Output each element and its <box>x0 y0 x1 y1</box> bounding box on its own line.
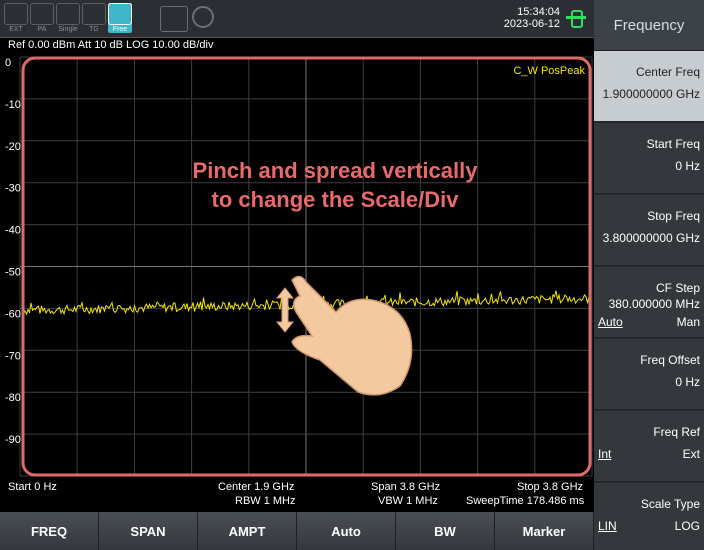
menu-item[interactable]: Center Freq 1.900000000 GHz <box>594 51 704 123</box>
menu-label: Scale Type <box>640 497 700 511</box>
y-axis-label: -20 <box>5 141 21 153</box>
center-freq: Center 1.9 GHz <box>218 481 295 493</box>
clock: 15:34:04 2023-06-12 <box>504 6 560 30</box>
search-icon[interactable] <box>192 6 214 28</box>
icon-label: PA <box>37 26 47 33</box>
side-menu: Frequency Center Freq 1.900000000 GHz Star… <box>594 0 704 550</box>
toolbar-icon[interactable]: TG <box>82 3 106 33</box>
hint-text: Pinch and spread vertically <box>193 158 479 183</box>
menu-option[interactable]: Auto <box>598 315 623 329</box>
y-axis-label: 0 <box>5 57 11 69</box>
menu-value: 1.900000000 GHz <box>602 87 700 101</box>
trace-icon[interactable] <box>160 6 188 32</box>
date: 2023-06-12 <box>503 18 560 30</box>
icon-label: Free <box>112 26 128 33</box>
power-plug <box>571 10 583 28</box>
menu-value: 0 Hz <box>675 375 700 389</box>
y-axis-label: -70 <box>5 350 21 362</box>
icon-label: TG <box>89 26 99 33</box>
menu-option[interactable]: Ext <box>682 447 700 461</box>
icon-glyph <box>4 3 28 25</box>
menu-label: CF Step <box>655 281 700 295</box>
menu-option[interactable]: Man <box>676 315 700 329</box>
menu-item[interactable]: Freq Ref Int Ext <box>594 411 704 483</box>
hand <box>291 275 413 396</box>
menu-value: 0 Hz <box>675 159 700 173</box>
y-axis-label: -50 <box>5 267 21 279</box>
menu-item[interactable]: CF Step 380.000000 MHz Auto Man <box>594 267 704 339</box>
softkey-bar: FREQ SPAN AMPT Auto BW Marker <box>0 512 594 550</box>
menu-list: Center Freq 1.900000000 GHz Start Freq 0 Hz… <box>594 51 704 550</box>
vbw: VBW 1 MHz <box>378 495 438 507</box>
info-line: Ref 0.00 dBm Att 10 dB LOG 10.00 dB/div <box>8 39 214 51</box>
menu-label: Freq Ref <box>653 425 700 439</box>
toolbar-icon[interactable]: Free <box>108 3 132 33</box>
y-axis-label: -40 <box>5 225 21 237</box>
icon-glyph <box>108 3 132 25</box>
menu-value: 380.000000 MHz <box>608 297 700 311</box>
icon-glyph <box>30 3 54 25</box>
menu-item[interactable]: Scale Type LIN LOG <box>594 483 704 550</box>
gesture-frame <box>21 56 592 477</box>
toolbar-icon[interactable]: Single <box>56 3 80 33</box>
toolbar-icon[interactable]: EXT <box>4 3 28 33</box>
y-axis-label: -10 <box>5 99 21 111</box>
menu-item[interactable]: Stop Freq 3.800000000 GHz <box>594 195 704 267</box>
softkey[interactable]: Auto <box>297 512 396 550</box>
icon-label: Single <box>58 26 78 33</box>
softkey[interactable]: BW <box>396 512 495 550</box>
rbw: RBW 1 MHz <box>235 495 296 507</box>
softkey[interactable]: FREQ <box>0 512 99 550</box>
time: 15:34:04 <box>517 6 560 18</box>
menu-item[interactable]: Freq Offset 0 Hz <box>594 339 704 411</box>
power-icon <box>566 16 586 19</box>
softkey[interactable]: AMPT <box>198 512 297 550</box>
y-axis-label: -90 <box>5 434 21 446</box>
menu-title: Frequency <box>594 0 704 51</box>
menu-label: Start Freq <box>646 137 700 151</box>
icon-glyph <box>56 3 80 25</box>
sweep-time: SweepTime 178.486 ms <box>466 495 585 507</box>
icon-label: EXT <box>9 26 23 33</box>
toolbar-icon[interactable]: PA <box>30 3 54 33</box>
span: Span 3.8 GHz <box>371 481 441 493</box>
detector-label: C_W PosPeak <box>513 65 585 77</box>
y-axis-label: -80 <box>5 392 21 404</box>
menu-option[interactable]: Int <box>598 447 612 461</box>
softkey[interactable]: SPAN <box>99 512 198 550</box>
hint-text: to change the Scale/Div <box>212 187 460 212</box>
gesture-arrow <box>275 287 295 333</box>
menu-option[interactable]: LIN <box>598 519 617 533</box>
start-freq: Start 0 Hz <box>8 481 57 493</box>
menu-item[interactable]: Start Freq 0 Hz <box>594 123 704 195</box>
menu-label: Freq Offset <box>640 353 700 367</box>
icon-glyph <box>82 3 106 25</box>
menu-option[interactable]: LOG <box>674 519 700 533</box>
menu-label: Center Freq <box>635 65 700 79</box>
menu-label: Stop Freq <box>647 209 700 223</box>
softkey[interactable]: Marker <box>495 512 594 550</box>
y-axis-label: -60 <box>5 308 21 320</box>
toolbar: EXT PA Single TG Free 15:34:04 2023-06-12 <box>0 0 594 38</box>
plot: 0 -10 -20 -30 -40 -50 -60 -70 -80 -90 C_W PosPeak P… <box>5 56 593 477</box>
menu-value: 3.800000000 GHz <box>602 231 700 245</box>
stop-freq: Stop 3.8 GHz <box>517 481 584 493</box>
y-axis-label: -30 <box>5 183 21 195</box>
